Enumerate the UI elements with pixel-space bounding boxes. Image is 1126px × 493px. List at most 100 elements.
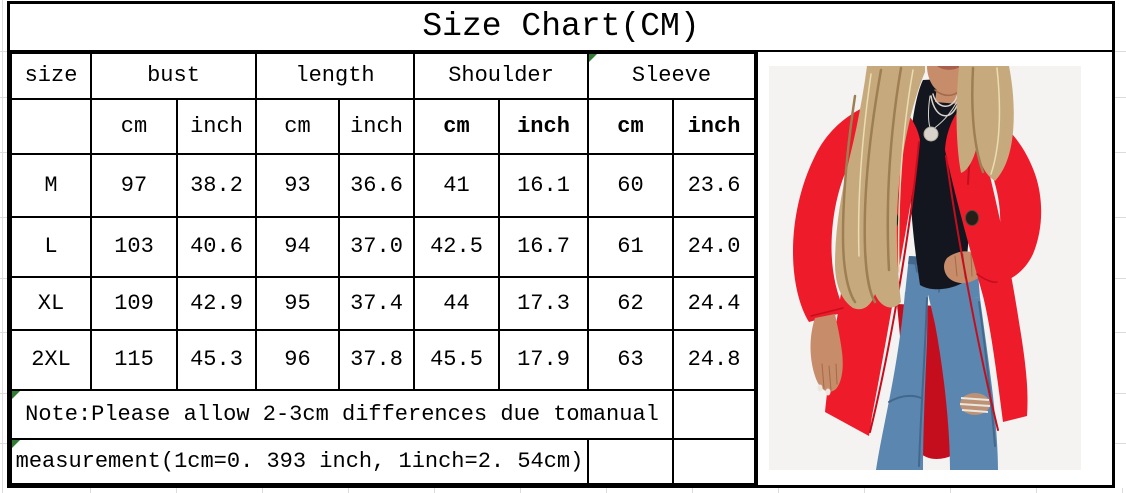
measurement-cell: 24.0 bbox=[672, 216, 756, 278]
header-sleeve-label: Sleeve bbox=[631, 63, 712, 89]
header-sleeve: Sleeve bbox=[587, 52, 756, 100]
note-line-1-text: Note:Please allow 2-3cm differences due … bbox=[25, 401, 659, 427]
unit-header: inch bbox=[672, 98, 756, 155]
spreadsheet-gridline bbox=[1115, 332, 1126, 333]
measurement-cell: 115 bbox=[90, 329, 178, 391]
measurement-cell: 42.9 bbox=[176, 276, 257, 331]
measurement-cell: 60 bbox=[587, 153, 674, 218]
unit-header: cm bbox=[587, 98, 674, 155]
spreadsheet-gridline bbox=[90, 488, 91, 493]
header-shoulder: Shoulder bbox=[413, 52, 589, 100]
measurement-cell: 37.8 bbox=[338, 329, 415, 391]
spreadsheet-gridline bbox=[434, 488, 435, 493]
spreadsheet-gridline bbox=[0, 217, 7, 218]
product-photo bbox=[769, 66, 1081, 470]
spreadsheet-gridline bbox=[778, 488, 779, 493]
measurement-cell: 44 bbox=[413, 276, 500, 331]
spreadsheet-gridline bbox=[0, 97, 7, 98]
spreadsheet-gridline bbox=[262, 488, 263, 493]
measurement-cell: 23.6 bbox=[672, 153, 756, 218]
header-length: length bbox=[255, 52, 415, 100]
measurement-cell: 24.8 bbox=[672, 329, 756, 391]
size-label-cell: M bbox=[10, 153, 92, 218]
sheet-border-box: Size Chart(CM) size bust length Shoulder… bbox=[7, 1, 1115, 488]
measurement-cell: 61 bbox=[587, 216, 674, 278]
measurement-cell: 24.4 bbox=[672, 276, 756, 331]
spreadsheet-gridline bbox=[606, 488, 607, 493]
size-label-cell: XL bbox=[10, 276, 92, 331]
spreadsheet-gridline bbox=[2, 0, 3, 493]
spreadsheet-gridline bbox=[520, 488, 521, 493]
unit-header-row: cm inch cm inch cm inch cm inch bbox=[10, 98, 756, 155]
empty-cell bbox=[672, 389, 756, 440]
cell-flag-icon bbox=[13, 392, 20, 399]
measurement-cell: 93 bbox=[255, 153, 340, 218]
spreadsheet-gridline bbox=[0, 332, 7, 333]
cell-flag-icon bbox=[13, 441, 20, 448]
measurement-cell: 45.5 bbox=[413, 329, 500, 391]
spreadsheet-gridline bbox=[950, 488, 951, 493]
spreadsheet-gridline bbox=[1115, 217, 1126, 218]
note-line-2: measurement(1cm=0. 393 inch, 1inch=2. 54… bbox=[10, 438, 589, 485]
spreadsheet-gridline bbox=[864, 488, 865, 493]
measurement-cell: 42.5 bbox=[413, 216, 500, 278]
unit-header: inch bbox=[338, 98, 415, 155]
hanging-hand bbox=[810, 314, 843, 396]
size-label-cell: L bbox=[10, 216, 92, 278]
measurement-cell: 38.2 bbox=[176, 153, 257, 218]
spreadsheet-gridline bbox=[1122, 488, 1123, 493]
spreadsheet-gridline bbox=[1036, 488, 1037, 493]
measurement-cell: 94 bbox=[255, 216, 340, 278]
pendant bbox=[923, 126, 939, 142]
size-table: size bust length Shoulder Sleeve cm inch… bbox=[10, 52, 756, 485]
unit-header: cm bbox=[255, 98, 340, 155]
spreadsheet-gridline bbox=[0, 278, 7, 279]
unit-header: cm bbox=[90, 98, 178, 155]
measurement-cell: 16.7 bbox=[498, 216, 589, 278]
note-line-1: Note:Please allow 2-3cm differences due … bbox=[10, 389, 674, 440]
measurement-cell: 37.0 bbox=[338, 216, 415, 278]
table-row-xl: XL 109 42.9 95 37.4 44 17.3 62 24.4 bbox=[10, 276, 756, 331]
size-label-cell: 2XL bbox=[10, 329, 92, 391]
measurement-cell: 40.6 bbox=[176, 216, 257, 278]
sheet-content: size bust length Shoulder Sleeve cm inch… bbox=[10, 52, 1112, 485]
empty-cell bbox=[672, 438, 756, 485]
spreadsheet-gridline bbox=[1115, 152, 1126, 153]
measurement-cell: 95 bbox=[255, 276, 340, 331]
table-row-l: L 103 40.6 94 37.0 42.5 16.7 61 24.0 bbox=[10, 216, 756, 278]
spreadsheet-gridline bbox=[1115, 443, 1126, 444]
product-photo-cell bbox=[756, 52, 1112, 485]
spreadsheet-gridline bbox=[0, 443, 7, 444]
unit-header: inch bbox=[498, 98, 589, 155]
note-line-2-text: measurement(1cm=0. 393 inch, 1inch=2. 54… bbox=[15, 448, 584, 474]
measurement-cell: 97 bbox=[90, 153, 178, 218]
measurement-cell: 36.6 bbox=[338, 153, 415, 218]
measurement-cell: 37.4 bbox=[338, 276, 415, 331]
measurement-cell: 103 bbox=[90, 216, 178, 278]
measurement-cell: 62 bbox=[587, 276, 674, 331]
spreadsheet-gridline bbox=[348, 488, 349, 493]
group-header-row: size bust length Shoulder Sleeve bbox=[10, 52, 756, 100]
lips bbox=[937, 66, 961, 70]
empty-cell bbox=[587, 438, 674, 485]
table-row-m: M 97 38.2 93 36.6 41 16.1 60 23.6 bbox=[10, 153, 756, 218]
cell-flag-icon bbox=[590, 55, 597, 62]
spreadsheet-gridline bbox=[1115, 278, 1126, 279]
measurement-cell: 17.9 bbox=[498, 329, 589, 391]
spreadsheet-gridline bbox=[1115, 51, 1126, 52]
note-row-2: measurement(1cm=0. 393 inch, 1inch=2. 54… bbox=[10, 438, 756, 485]
measurement-cell: 45.3 bbox=[176, 329, 257, 391]
spreadsheet-gridline bbox=[692, 488, 693, 493]
note-row-1: Note:Please allow 2-3cm differences due … bbox=[10, 389, 756, 440]
spreadsheet-gridline bbox=[1115, 97, 1126, 98]
spreadsheet-gridline bbox=[1115, 393, 1126, 394]
header-bust: bust bbox=[90, 52, 257, 100]
measurement-cell: 16.1 bbox=[498, 153, 589, 218]
measurement-cell: 96 bbox=[255, 329, 340, 391]
spreadsheet-gridline bbox=[176, 488, 177, 493]
model-in-red-coat-illustration bbox=[769, 66, 1081, 470]
header-blank bbox=[10, 98, 92, 155]
unit-header: inch bbox=[176, 98, 257, 155]
table-row-2xl: 2XL 115 45.3 96 37.8 45.5 17.9 63 24.8 bbox=[10, 329, 756, 391]
